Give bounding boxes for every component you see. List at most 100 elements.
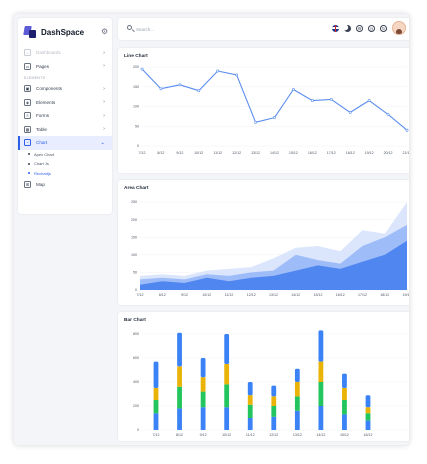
- x-tick-label: 19/12: [365, 151, 374, 155]
- sidebar-subitem-rechartjs[interactable]: Rechartjs: [18, 169, 112, 179]
- sidebar-item-forms[interactable]: ≡ Forms ›: [18, 109, 112, 123]
- x-tick-label: 12/12: [232, 151, 241, 155]
- x-tick-label: 10/12: [222, 433, 231, 437]
- brand-name: DashSpace: [41, 27, 85, 37]
- bar-segment-4: [271, 385, 277, 397]
- x-tick-label: 16/12: [364, 433, 373, 437]
- x-tick-label: 10/12: [202, 293, 211, 297]
- y-tick-label: 0: [137, 428, 139, 432]
- x-tick-label: 18/12: [380, 293, 389, 297]
- card-title: Line Chart: [124, 54, 148, 59]
- brand[interactable]: DashSpace: [23, 26, 85, 38]
- bar-segment-3: [247, 395, 253, 405]
- chart-icon: ◔: [24, 139, 31, 147]
- x-tick-label: 9/12: [176, 151, 183, 155]
- chevron-right-icon: ›: [103, 126, 105, 133]
- sidebar-item-table[interactable]: ▦ Table ›: [18, 123, 112, 137]
- bar-segment-1: [318, 406, 324, 430]
- home-icon: ⌂: [24, 49, 31, 57]
- bar-segment-2: [318, 382, 324, 406]
- bar-segment-4: [177, 332, 182, 367]
- sidebar-subitem-chart-js[interactable]: Chart Js: [18, 159, 112, 169]
- sidebar-item-label: Map: [36, 182, 45, 188]
- language-flag-icon[interactable]: [332, 24, 339, 32]
- bar-segment-3: [177, 366, 182, 387]
- refresh-icon[interactable]: ↻: [380, 24, 387, 32]
- settings-gear-icon[interactable]: ⚙: [356, 24, 363, 32]
- x-tick-label: 13/12: [251, 151, 260, 155]
- chevron-down-icon: ⌄: [100, 139, 105, 146]
- y-tick-label: 200: [133, 404, 139, 408]
- bar-segment-4: [318, 330, 324, 362]
- x-tick-label: 15/12: [340, 433, 349, 437]
- x-tick-label: 10/12: [194, 151, 203, 155]
- pages-icon: ▭: [24, 62, 31, 70]
- y-tick-label: 250: [131, 200, 137, 204]
- x-tick-label: 16/12: [308, 151, 317, 155]
- x-tick-label: 13/12: [269, 293, 278, 297]
- y-tick-label: 50: [135, 124, 139, 128]
- sidebar-item-label: Elements: [36, 99, 56, 105]
- bar-chart-card: Bar Chart 0 200 400 600 800 7/12 8/12 9/12 10/12…: [118, 312, 409, 441]
- x-tick-label: 20/12: [384, 151, 393, 155]
- y-tick-label: 150: [133, 85, 139, 89]
- sidebar-item-components[interactable]: ▣ Components ›: [18, 82, 112, 96]
- card-title: Bar Chart: [124, 318, 146, 323]
- y-tick-label: 50: [133, 271, 137, 275]
- chevron-right-icon: ›: [103, 63, 105, 70]
- bar-segment-3: [224, 364, 230, 385]
- x-tick-label: 14/12: [291, 293, 300, 297]
- area-series-3: [140, 240, 407, 290]
- area-chart: 0 50 100 150 200 250 7/12 8/12 9/12 10/12 11/12 12/…: [131, 200, 409, 297]
- x-tick-label: 11/12: [246, 433, 255, 437]
- sidebar-item-label: Dashboards: [36, 50, 61, 56]
- sidebar-subitem-label: Chart Js: [34, 161, 49, 167]
- x-tick-label: 15/12: [289, 151, 298, 155]
- x-tick-label: 17/12: [358, 293, 367, 297]
- y-tick-label: 100: [131, 253, 137, 257]
- search-input[interactable]: [136, 24, 256, 34]
- settings-icon[interactable]: ⚙: [101, 27, 109, 36]
- bar-segment-2: [153, 400, 159, 414]
- sidebar-item-map[interactable]: ⊞ Map: [18, 178, 112, 192]
- sidebar-item-pages[interactable]: ▭ Pages ›: [18, 60, 112, 74]
- bar-segment-4: [153, 361, 159, 388]
- bar-segment-3: [365, 407, 371, 414]
- data-point: [405, 128, 409, 132]
- bar-segment-1: [271, 416, 277, 430]
- sidebar-item-dashboards[interactable]: ⌂ Dashboards ›: [18, 46, 112, 60]
- bar-segment-4: [294, 368, 300, 382]
- notification-icon[interactable]: ◷: [368, 24, 375, 32]
- y-tick-label: 150: [131, 235, 137, 239]
- line-chart-card: Line Chart 0 50 100 150 200 7/12 8/12 9/12 10/12…: [118, 48, 409, 173]
- bar-segment-1: [200, 407, 206, 430]
- bar-segment-3: [318, 361, 324, 382]
- data-point: [254, 120, 257, 124]
- bar-segment-1: [177, 408, 182, 430]
- bar-segment-1: [342, 414, 347, 430]
- chevron-right-icon: ›: [103, 99, 105, 106]
- sidebar-item-elements[interactable]: ◈ Elements ›: [18, 96, 112, 110]
- avatar[interactable]: [392, 21, 406, 35]
- dark-mode-icon[interactable]: [344, 25, 351, 32]
- data-point: [140, 67, 144, 71]
- y-tick-label: 600: [133, 356, 139, 360]
- bar-segment-2: [200, 391, 206, 408]
- bar-segment-3: [342, 388, 347, 400]
- bullet-icon: [28, 153, 30, 156]
- sidebar-subitem-apex-chart[interactable]: Apex Chart: [18, 150, 112, 160]
- y-tick-label: 400: [133, 380, 139, 384]
- bar-segment-2: [224, 384, 230, 408]
- bar-segment-2: [177, 386, 182, 409]
- y-tick-label: 200: [133, 65, 139, 69]
- sidebar-item-label: Forms: [36, 113, 50, 119]
- line-chart: 0 50 100 150 200 7/12 8/12 9/12 10/12 11/12 12/12 1…: [133, 65, 409, 155]
- x-tick-label: 9/12: [200, 433, 207, 437]
- x-tick-label: 15/12: [314, 293, 323, 297]
- sidebar-item-label: Chart: [36, 140, 48, 146]
- sidebar-item-label: Components: [36, 86, 63, 92]
- bar-segment-4: [224, 334, 230, 364]
- sidebar-item-chart[interactable]: ◔ Chart ⌄: [18, 136, 112, 150]
- x-tick-label: 16/12: [336, 293, 345, 297]
- x-tick-label: 7/12: [137, 293, 144, 297]
